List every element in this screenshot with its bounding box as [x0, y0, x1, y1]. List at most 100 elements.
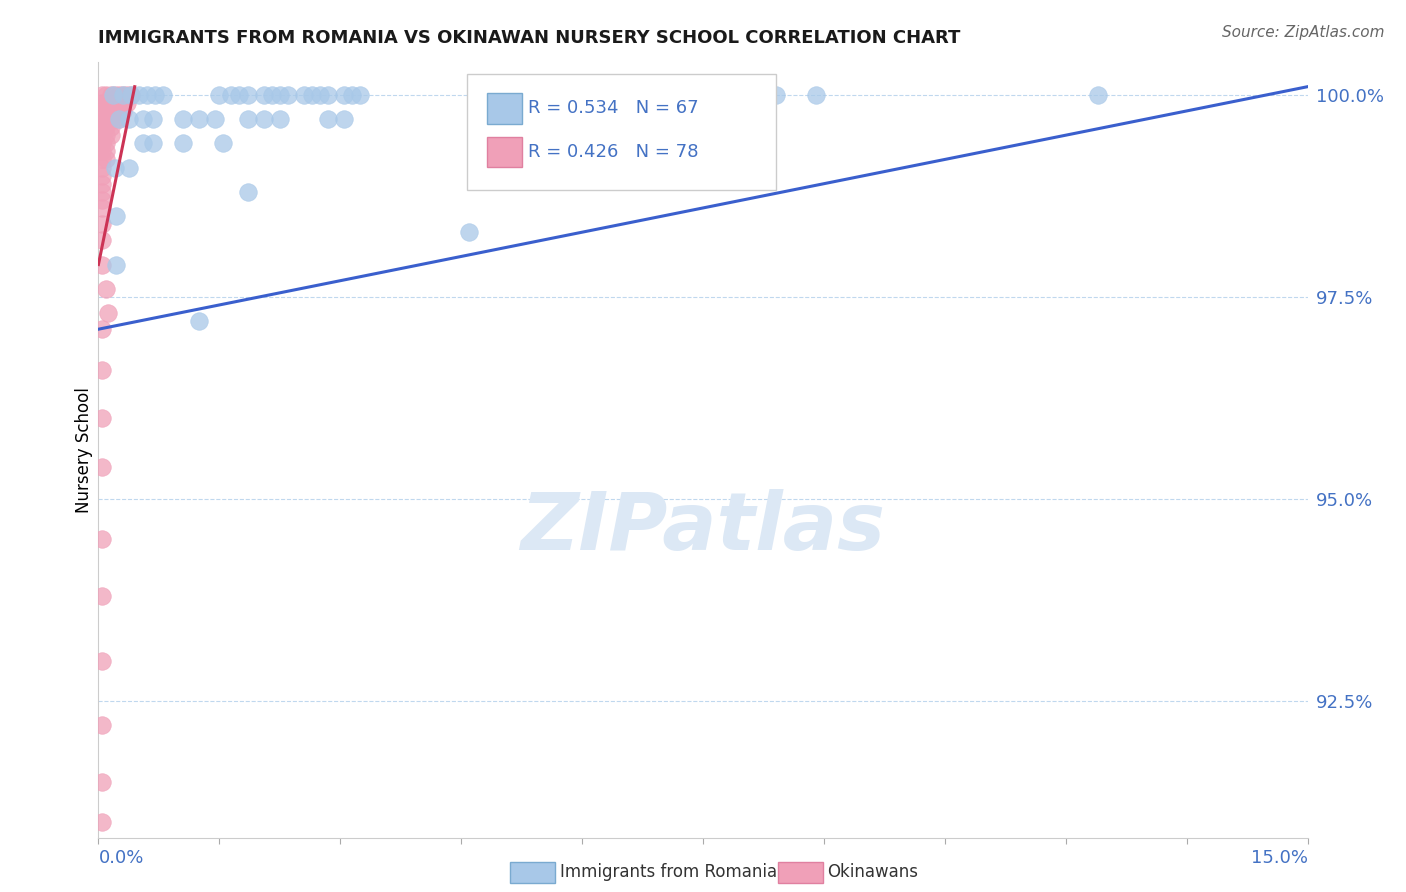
Point — [91, 815, 114, 830]
Point — [172, 112, 194, 126]
Point — [91, 193, 114, 207]
Point — [111, 103, 134, 118]
Point — [96, 87, 118, 102]
Point — [132, 136, 155, 151]
Point — [188, 314, 211, 328]
Point — [100, 103, 122, 118]
Point — [96, 128, 118, 143]
Point — [142, 112, 165, 126]
Point — [107, 103, 129, 118]
Point — [212, 136, 235, 151]
Point — [132, 112, 155, 126]
Point — [228, 87, 250, 102]
Point — [91, 169, 114, 183]
Point — [236, 87, 259, 102]
Text: Source: ZipAtlas.com: Source: ZipAtlas.com — [1222, 25, 1385, 40]
Point — [1087, 87, 1109, 102]
Point — [309, 87, 332, 102]
Point — [91, 103, 114, 118]
Point — [91, 177, 114, 191]
Point — [277, 87, 299, 102]
Point — [142, 136, 165, 151]
Point — [120, 87, 142, 102]
Point — [115, 95, 138, 110]
Point — [333, 87, 356, 102]
Text: Okinawans: Okinawans — [827, 863, 918, 881]
Point — [101, 87, 124, 102]
Point — [103, 103, 125, 118]
Point — [111, 87, 134, 102]
Point — [91, 411, 114, 425]
Text: R = 0.534   N = 67: R = 0.534 N = 67 — [527, 99, 699, 117]
Point — [143, 87, 166, 102]
Text: 0.0%: 0.0% — [98, 849, 143, 867]
Text: ZIPatlas: ZIPatlas — [520, 489, 886, 567]
Point — [96, 103, 118, 118]
Point — [269, 112, 291, 126]
Point — [804, 87, 827, 102]
Point — [91, 233, 114, 247]
Point — [105, 258, 128, 272]
Point — [172, 136, 194, 151]
Point — [91, 217, 114, 231]
Point — [221, 87, 243, 102]
Point — [91, 87, 114, 102]
Point — [91, 775, 114, 789]
Point — [107, 112, 129, 126]
Point — [91, 654, 114, 668]
Point — [91, 153, 114, 167]
Point — [91, 128, 114, 143]
Point — [100, 87, 122, 102]
Point — [91, 459, 114, 474]
Point — [316, 87, 339, 102]
Point — [135, 87, 157, 102]
Point — [103, 161, 125, 175]
Text: R = 0.426   N = 78: R = 0.426 N = 78 — [527, 143, 699, 161]
Point — [91, 258, 114, 272]
Point — [91, 185, 114, 199]
Text: IMMIGRANTS FROM ROMANIA VS OKINAWAN NURSERY SCHOOL CORRELATION CHART: IMMIGRANTS FROM ROMANIA VS OKINAWAN NURS… — [98, 29, 960, 47]
Point — [100, 112, 122, 126]
Point — [111, 87, 134, 102]
Point — [118, 161, 141, 175]
FancyBboxPatch shape — [486, 94, 522, 124]
Point — [91, 533, 114, 547]
Point — [107, 95, 129, 110]
Text: Immigrants from Romania: Immigrants from Romania — [560, 863, 776, 881]
FancyBboxPatch shape — [467, 74, 776, 191]
Point — [91, 145, 114, 159]
Point — [91, 161, 114, 175]
Point — [91, 589, 114, 603]
Point — [96, 282, 118, 296]
Point — [91, 322, 114, 336]
Point — [103, 112, 125, 126]
Y-axis label: Nursery School: Nursery School — [75, 387, 93, 514]
Point — [301, 87, 323, 102]
Point — [97, 306, 120, 320]
Point — [118, 112, 141, 126]
Point — [292, 87, 315, 102]
Point — [253, 112, 276, 126]
Point — [100, 128, 122, 143]
Point — [260, 87, 283, 102]
Point — [188, 112, 211, 126]
Point — [765, 87, 787, 102]
Point — [96, 120, 118, 135]
Point — [333, 112, 356, 126]
Point — [636, 87, 658, 102]
Point — [236, 185, 259, 199]
Point — [342, 87, 364, 102]
Point — [91, 136, 114, 151]
Point — [96, 112, 118, 126]
Point — [96, 95, 118, 110]
Point — [103, 95, 125, 110]
Point — [100, 95, 122, 110]
Point — [91, 120, 114, 135]
Point — [253, 87, 276, 102]
Point — [91, 718, 114, 732]
Point — [204, 112, 226, 126]
Point — [349, 87, 371, 102]
Point — [152, 87, 174, 102]
Point — [96, 153, 118, 167]
Text: 15.0%: 15.0% — [1250, 849, 1308, 867]
